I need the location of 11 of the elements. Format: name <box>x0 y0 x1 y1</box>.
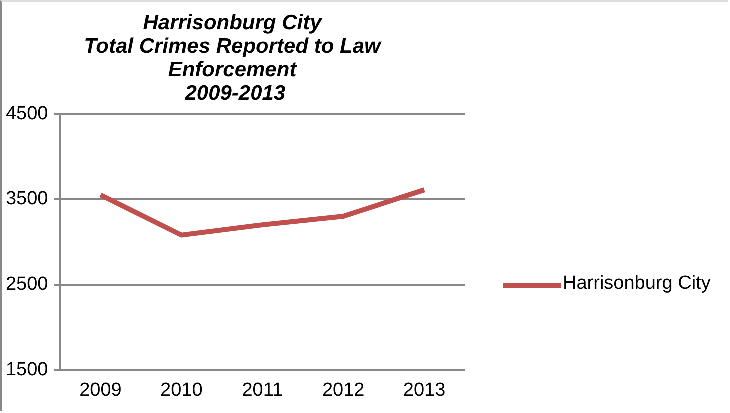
legend-label: Harrisonburg City <box>563 272 712 295</box>
y-tick-label: 4500 <box>6 103 48 124</box>
x-tick-label: 2011 <box>242 380 284 401</box>
x-tick-label: 2012 <box>322 380 365 401</box>
chart-title: Harrisonburg City Total Crimes Reported to Law Enforcement 2009-2013 <box>84 12 383 106</box>
y-tick-label: 1500 <box>6 359 48 380</box>
x-tick-label: 2013 <box>403 380 446 401</box>
y-tick-label: 3500 <box>6 188 48 210</box>
x-tick-label: 2010 <box>160 380 203 401</box>
y-tick-label: 2500 <box>6 274 48 296</box>
x-tick-label: 2009 <box>80 380 122 401</box>
